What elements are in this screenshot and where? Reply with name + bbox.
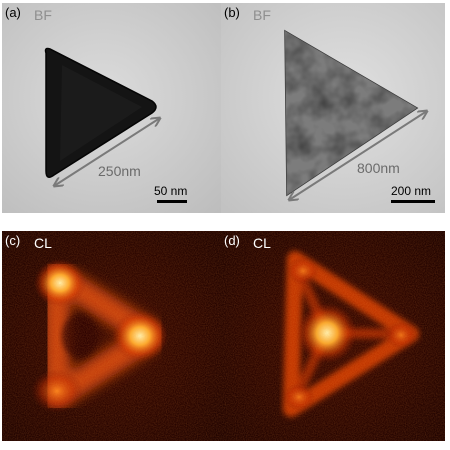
dimension-label: 800nm — [357, 160, 400, 176]
mode-label: CL — [34, 235, 52, 251]
panel-d: (d) CL — [221, 231, 445, 441]
panel-a: (a) BF 250nm 50 nm — [2, 3, 226, 213]
panel-label: (c) — [5, 233, 21, 248]
mode-label: BF — [253, 7, 271, 23]
cl-map-c — [2, 231, 226, 441]
mode-label: BF — [34, 7, 52, 23]
bf-image-a — [2, 3, 226, 213]
panel-label: (d) — [224, 233, 240, 248]
dimension-arrow — [289, 111, 427, 200]
bf-image-b — [221, 3, 445, 213]
cl-map-d — [221, 231, 445, 441]
dimension-label: 250nm — [98, 163, 141, 179]
mode-label: CL — [253, 235, 271, 251]
scale-bar-label: 50 nm — [154, 184, 188, 198]
scale-bar — [157, 200, 187, 203]
panel-b: (b) BF 800nm 200 nm — [221, 3, 445, 213]
dimension-arrow — [54, 118, 160, 186]
panel-c: (c) CL — [2, 231, 226, 441]
panel-label: (b) — [224, 5, 240, 20]
scale-bar — [391, 200, 435, 203]
scale-bar-label: 200 nm — [391, 184, 432, 198]
panel-label: (a) — [5, 5, 21, 20]
